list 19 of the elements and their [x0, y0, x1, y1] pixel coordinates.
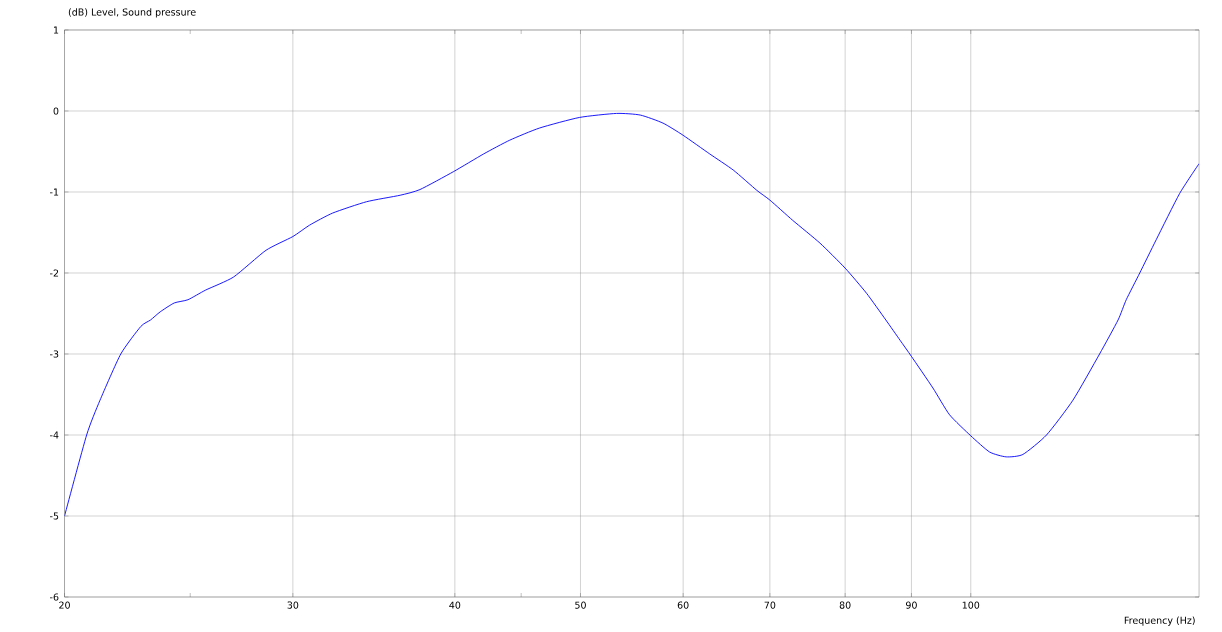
- x-tick-label: 100: [962, 601, 980, 609]
- x-tick-label: 60: [677, 601, 689, 609]
- x-tick-label: 90: [905, 601, 917, 609]
- y-tick-label: -2: [50, 269, 59, 277]
- x-tick-label: 20: [59, 601, 70, 609]
- x-tick-label: 50: [575, 601, 586, 609]
- y-axis-title: (dB) Level, Sound pressure: [68, 8, 196, 18]
- x-tick-label: 30: [287, 601, 299, 609]
- x-tick-label: 70: [764, 601, 776, 609]
- y-tick-label: -1: [50, 188, 59, 196]
- y-tick-label: -3: [50, 350, 59, 358]
- y-tick-label: 0: [53, 107, 59, 115]
- y-tick-label: -6: [50, 593, 59, 601]
- y-tick-label: -5: [50, 512, 59, 520]
- x-tick-label: 80: [839, 601, 851, 609]
- y-tick-label: -4: [50, 431, 59, 439]
- x-tick-label: 40: [449, 601, 461, 609]
- x-axis-title: Frequency (Hz): [1124, 616, 1195, 626]
- y-tick-label: 1: [54, 26, 59, 34]
